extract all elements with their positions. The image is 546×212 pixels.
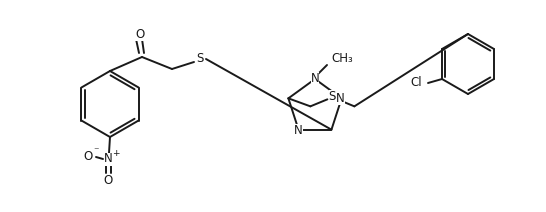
Text: O: O <box>135 28 145 40</box>
Text: CH₃: CH₃ <box>331 53 353 66</box>
Text: S: S <box>197 53 204 66</box>
Text: Cl: Cl <box>411 77 422 89</box>
Text: N: N <box>104 152 112 166</box>
Text: N: N <box>336 92 345 105</box>
Text: N: N <box>294 124 303 137</box>
Text: +: + <box>112 149 120 159</box>
Text: O: O <box>103 173 112 187</box>
Text: ⁻: ⁻ <box>93 146 98 156</box>
Text: O: O <box>84 149 93 163</box>
Text: S: S <box>329 90 336 103</box>
Text: N: N <box>311 71 319 85</box>
